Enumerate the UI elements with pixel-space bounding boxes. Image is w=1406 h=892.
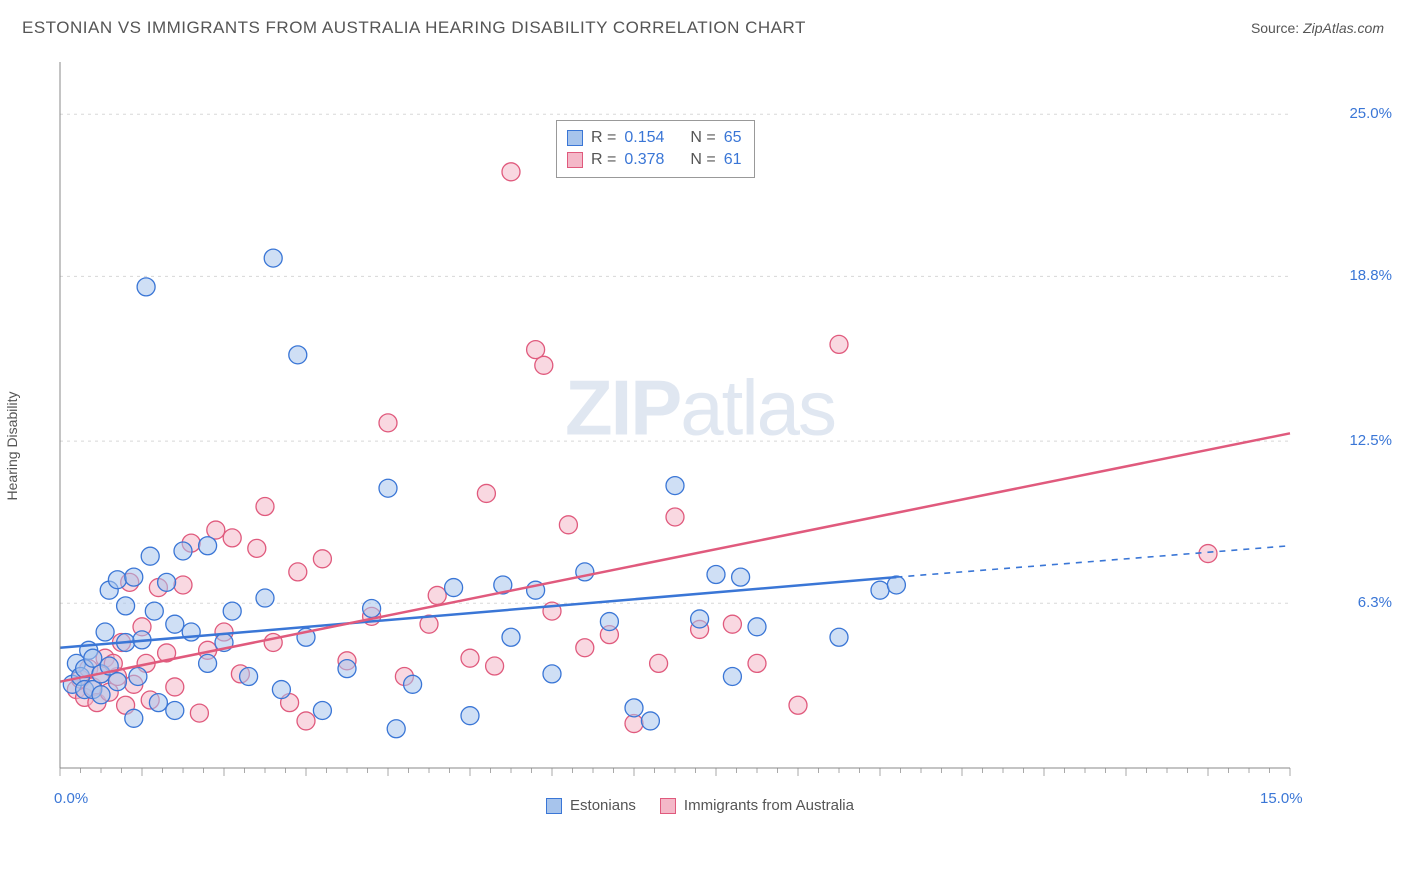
legend-swatch-pink (660, 798, 676, 814)
source-label: Source: (1251, 20, 1303, 36)
y-tick-label: 25.0% (1349, 105, 1392, 122)
chart-container: ESTONIAN VS IMMIGRANTS FROM AUSTRALIA HE… (0, 0, 1406, 892)
plot-area: ZIPatlas R = 0.154 N = 65 R = 0.378 (50, 58, 1350, 818)
n-value-blue: 65 (724, 127, 742, 149)
legend-item-blue: Estonians (546, 797, 636, 814)
n-label: N = (690, 127, 715, 149)
y-axis-label: Hearing Disability (4, 392, 20, 501)
legend-label-pink: Immigrants from Australia (684, 797, 854, 814)
r-value-blue: 0.154 (624, 127, 664, 149)
y-tick-label: 12.5% (1349, 432, 1392, 449)
source-site: ZipAtlas.com (1303, 20, 1384, 36)
source-attribution: Source: ZipAtlas.com (1251, 20, 1384, 36)
stats-row-pink: R = 0.378 N = 61 (567, 149, 742, 171)
legend-item-pink: Immigrants from Australia (660, 797, 854, 814)
r-label: R = (591, 149, 616, 171)
swatch-blue (567, 130, 583, 146)
legend-swatch-blue (546, 798, 562, 814)
stats-row-blue: R = 0.154 N = 65 (567, 127, 742, 149)
stats-box: R = 0.154 N = 65 R = 0.378 N = 61 (556, 120, 755, 178)
legend-label-blue: Estonians (570, 797, 636, 814)
y-tick-label: 18.8% (1349, 267, 1392, 284)
y-tick-label: 6.3% (1358, 594, 1392, 611)
n-label: N = (690, 149, 715, 171)
header: ESTONIAN VS IMMIGRANTS FROM AUSTRALIA HE… (22, 18, 1384, 38)
r-label: R = (591, 127, 616, 149)
n-value-pink: 61 (724, 149, 742, 171)
r-value-pink: 0.378 (624, 149, 664, 171)
legend: Estonians Immigrants from Australia (50, 797, 1350, 814)
swatch-pink (567, 152, 583, 168)
chart-title: ESTONIAN VS IMMIGRANTS FROM AUSTRALIA HE… (22, 18, 806, 38)
